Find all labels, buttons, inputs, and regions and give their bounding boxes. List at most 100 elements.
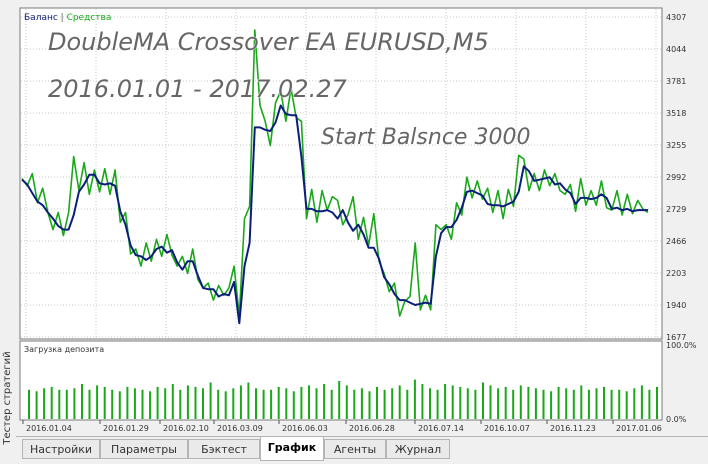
deposit-load-bar [429,388,431,419]
deposit-load-bar [656,386,658,419]
deposit-load-bar [587,389,590,419]
deposit-load-bar [391,388,394,419]
x-tick-label: 2016.10.07 [484,424,530,433]
deposit-load-bar [648,389,651,419]
deposit-load-bar [542,389,545,419]
deposit-load-bar [482,382,484,419]
deposit-load-bar [285,388,288,419]
y-tick-label: 2466 [666,237,686,246]
deposit-load-bar [376,386,378,419]
deposit-load-bar [96,385,99,419]
deposit-load-bar [171,384,174,419]
x-tick-label: 2017.01.06 [616,424,662,433]
deposit-load-bar [232,388,235,419]
y-tick-label: 4044 [666,45,686,54]
deposit-load-bar [451,385,454,419]
deposit-load-bar [360,388,363,419]
tab-0[interactable]: Настройки [22,439,100,459]
y-tick-label: 1940 [666,301,686,310]
deposit-load-bar [179,389,182,419]
deposit-load-bar [118,391,121,419]
deposit-load-bar [323,384,326,419]
deposit-load-bar [618,389,621,419]
deposit-load-bar [202,388,204,419]
deposit-load-bar [640,385,643,419]
y-tick-label: 1677 [666,333,686,342]
y-tick-label: 2203 [666,269,686,278]
deposit-load-max: 100.0% [666,341,697,350]
y-tick-label: 4307 [666,13,686,22]
legend-equity: Средства [67,13,112,23]
deposit-load-bar [572,389,575,419]
deposit-load-bar [73,388,76,419]
deposit-load-bar [35,391,38,419]
balance-series-line [21,104,648,325]
deposit-load-bar [625,391,628,419]
deposit-load-bar [512,389,515,419]
x-tick-label: 2016.06.03 [282,424,328,433]
deposit-load-bar [28,389,30,419]
deposit-load-bar [610,389,613,419]
deposit-load-bar [156,386,159,419]
y-tick-label: 3781 [666,77,686,86]
deposit-load-bar [65,389,68,419]
x-tick-label: 2016.06.28 [349,424,395,433]
deposit-load-bar [353,389,356,419]
deposit-load-bar [141,389,144,419]
deposit-load-bar [239,385,242,419]
deposit-load-bar [194,386,197,419]
legend-balance: Баланс [24,13,58,23]
tab-3[interactable]: График [260,437,324,461]
deposit-load-bar [247,382,250,419]
deposit-load-bar [550,391,553,419]
deposit-load-bar [338,381,341,419]
deposit-load-bar [50,386,53,419]
y-tick-label: 2992 [666,173,686,182]
deposit-load-bar [466,388,469,419]
deposit-load-bar [345,385,348,419]
deposit-load-bar [436,389,439,419]
tab-5[interactable]: Журнал [386,439,450,459]
deposit-load-bar [421,384,424,419]
deposit-load-bar [58,389,61,419]
deposit-load-bar [43,388,46,419]
deposit-load-bar [262,389,265,419]
deposit-load-bar [277,386,280,419]
svg-text:Баланс | Средства: Баланс | Средства [24,13,111,23]
deposit-load-bar [565,388,568,419]
tab-4[interactable]: Агенты [324,439,386,459]
x-tick-label: 2016.07.14 [418,424,464,433]
deposit-load-bar [133,388,136,419]
deposit-load-bar [398,385,401,419]
deposit-load-bar [224,391,227,419]
deposit-load-bar [217,389,220,419]
balance-chart: 4307 4044 3781 3518 3255 2992 2729 2466 2203 1940… [16,0,708,436]
deposit-load-bar [300,386,303,419]
tab-2[interactable]: Бэктест [188,439,260,459]
deposit-load-bar [413,379,416,419]
deposit-load-bar [603,386,605,419]
deposit-load-bar [81,384,83,419]
deposit-load-bar [580,385,583,419]
deposit-load-bar [88,389,91,419]
deposit-load-bar [504,386,507,419]
x-tick-label: 2016.11.23 [550,424,596,433]
deposit-load-bar [595,388,598,419]
deposit-load-bar [149,391,152,419]
strategy-tester-side-tab[interactable]: Тестер стратегий [0,0,17,463]
deposit-load-bar [383,389,386,419]
deposit-load-bar [444,384,447,419]
y-tick-label: 2729 [666,205,686,214]
deposit-load-bar [270,389,273,419]
equity-series-line [21,29,649,317]
tab-1[interactable]: Параметры [100,439,188,459]
deposit-load-bar [633,388,636,419]
deposit-load-bar [534,388,537,419]
deposit-load-bar [368,391,371,419]
deposit-load-bar [406,389,409,419]
x-tick-label: 2016.01.29 [103,424,149,433]
deposit-load-title: Загрузка депозита [24,345,104,354]
legend-separator: | [58,13,67,23]
deposit-load-bar [330,389,333,419]
deposit-load-bar [497,388,500,419]
